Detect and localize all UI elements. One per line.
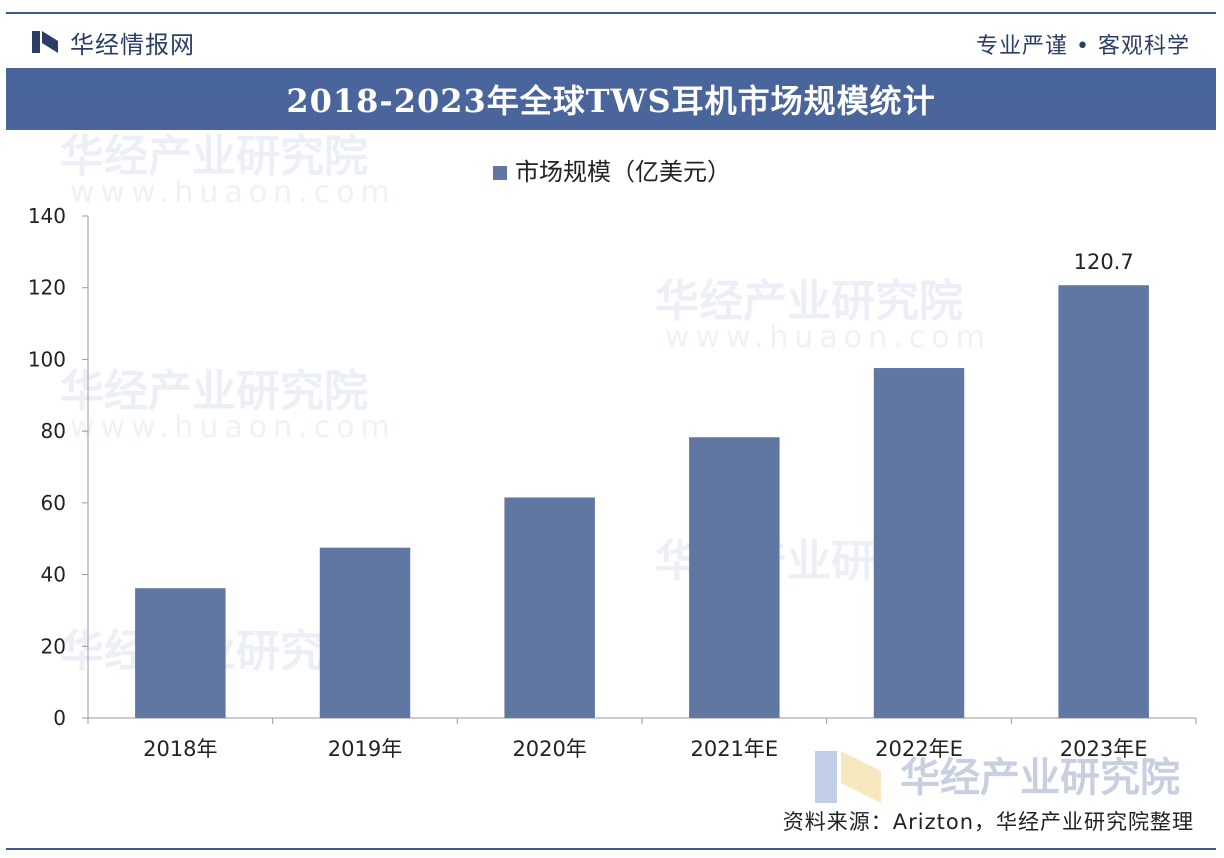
x-tick-label: 2018年 [143, 737, 217, 761]
y-tick-label: 100 [28, 347, 66, 371]
legend: 市场规模（亿美元） [0, 152, 1224, 187]
watermark: 华经产业研究院 [60, 366, 368, 417]
y-tick-label: 120 [28, 276, 66, 300]
x-tick-label: 2019年 [328, 737, 402, 761]
y-tick-label: 40 [41, 563, 66, 587]
y-tick-label: 140 [28, 204, 66, 228]
data-label: 120.7 [1074, 250, 1134, 274]
page-frame [6, 12, 1216, 850]
x-tick-label: 2021年E [690, 737, 778, 761]
watermark: 华经产业研究院 [60, 131, 368, 182]
bar [689, 437, 780, 718]
source-note: 资料来源：Arizton，华经产业研究院整理 [782, 810, 1194, 834]
x-tick-label: 2023年E [1060, 737, 1148, 761]
bar [135, 588, 226, 718]
watermark: 华经产业研究院 [900, 755, 1180, 801]
y-tick-label: 0 [53, 706, 66, 730]
y-tick-label: 80 [41, 419, 66, 443]
watermark: 华经产业研究院 [655, 276, 963, 327]
bar [319, 547, 411, 718]
legend-label: 市场规模（亿美元） [515, 158, 731, 186]
y-tick-label: 60 [41, 491, 66, 515]
title-band: 2018-2023年全球TWS耳机市场规模统计 [6, 68, 1216, 130]
brand-name: 华经情报网 [70, 30, 195, 59]
brand: 华经情报网 [30, 22, 195, 62]
x-tick-label: 2020年 [512, 737, 586, 761]
watermark-logo-icon [815, 751, 881, 803]
brand-logo-icon [32, 31, 58, 53]
x-tick-label: 2022年E [875, 737, 963, 761]
bar [504, 497, 595, 718]
chart-title: 2018-2023年全球TWS耳机市场规模统计 [286, 82, 936, 120]
bar [873, 368, 965, 718]
legend-swatch [493, 166, 507, 180]
bar [1058, 285, 1149, 718]
watermark-url: www.huaon.com [70, 410, 396, 445]
y-tick-label: 20 [41, 634, 66, 658]
watermark-url: www.huaon.com [665, 320, 991, 355]
tagline: 专业严谨 • 客观科学 [976, 34, 1190, 59]
watermark-url: www.huaon.com [70, 175, 396, 210]
